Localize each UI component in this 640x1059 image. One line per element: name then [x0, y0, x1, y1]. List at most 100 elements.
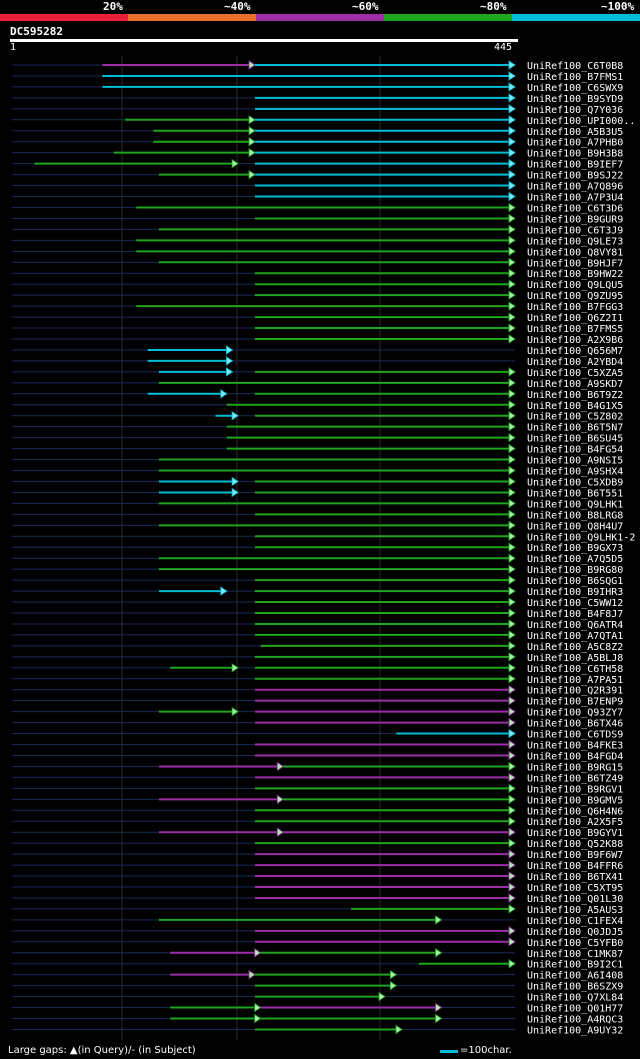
hit-label: UniRef100_Q01L30 — [527, 894, 623, 905]
query-ruler — [10, 39, 518, 42]
hit-label: UniRef100_Q93ZY7 — [527, 708, 623, 719]
hit-arrow — [231, 663, 239, 673]
hit-label: UniRef100_C5YFB0 — [527, 938, 623, 949]
hit-arrow — [508, 279, 516, 289]
hit-label: UniRef100_B9SJ22 — [527, 171, 623, 182]
hit-label: UniRef100_A7P3U4 — [527, 193, 623, 204]
hit-arrow — [508, 739, 516, 750]
hit-arrow — [231, 158, 239, 169]
hit-arrow — [389, 980, 398, 991]
legend-label: ~40% — [224, 0, 251, 13]
hit-arrow — [508, 115, 516, 125]
hit-label: UniRef100_C6T0B8 — [527, 61, 623, 72]
hit-arrow — [508, 432, 516, 443]
hit-arrow — [508, 312, 516, 322]
hit-arrow — [231, 706, 239, 717]
hit-label: UniRef100_A6I408 — [527, 971, 623, 982]
hit-arrow — [220, 586, 228, 596]
hit-arrow — [508, 794, 516, 805]
hit-arrow — [248, 147, 256, 158]
hit-arrow — [508, 882, 516, 892]
hit-label: UniRef100_B4FGD4 — [527, 751, 623, 762]
hit-label: UniRef100_B6SQG1 — [527, 576, 623, 587]
hit-arrow — [508, 465, 516, 476]
ruler-end: 445 — [494, 42, 513, 53]
hit-arrow — [508, 695, 516, 706]
hit-arrow — [508, 750, 516, 761]
hit-label: UniRef100_A5C8Z2 — [527, 642, 623, 653]
hit-arrow — [508, 498, 516, 509]
legend-swatch — [0, 14, 128, 21]
hit-label: UniRef100_B9GX73 — [527, 543, 623, 554]
query-id: DC595282 — [10, 25, 63, 38]
hit-arrow — [508, 805, 516, 816]
hit-label: UniRef100_B7FGG3 — [527, 302, 623, 313]
hit-arrow — [508, 849, 516, 859]
hit-arrow — [508, 630, 516, 640]
hit-arrow — [508, 268, 516, 278]
hit-arrow — [508, 641, 516, 651]
hit-arrow — [508, 575, 516, 585]
hit-label: UniRef100_A9SHX4 — [527, 467, 623, 478]
hit-label: UniRef100_B4F8J7 — [527, 609, 623, 620]
hit-label: UniRef100_A9SKD7 — [527, 379, 623, 390]
hit-arrow — [508, 893, 516, 903]
hit-arrow — [220, 389, 228, 399]
hit-arrow — [508, 378, 516, 388]
hit-arrow — [508, 871, 516, 881]
hit-arrow — [508, 389, 516, 399]
hit-label: UniRef100_A5BLJ8 — [527, 653, 623, 664]
hit-arrow — [508, 553, 516, 563]
hit-label: UniRef100_B4FFR6 — [527, 861, 623, 872]
hit-arrow — [508, 443, 516, 454]
hit-label: UniRef100_B6SU45 — [527, 434, 623, 445]
hit-label: UniRef100_B9IEF7 — [527, 160, 623, 171]
hit-arrow — [508, 838, 516, 848]
legend-swatch — [128, 14, 256, 21]
hit-label: UniRef100_B6TX46 — [527, 719, 623, 730]
hit-label: UniRef100_B7FMS1 — [527, 72, 623, 83]
hit-label: UniRef100_C1MK87 — [527, 949, 623, 960]
hit-arrow — [508, 334, 516, 344]
hit-label: UniRef100_B9F6W7 — [527, 850, 623, 861]
hit-arrow — [508, 367, 516, 377]
hit-arrow — [231, 476, 239, 487]
hit-arrow — [508, 213, 516, 224]
hit-label: UniRef100_Q8H4U7 — [527, 521, 623, 532]
hit-arrow — [226, 356, 234, 366]
hit-label: UniRef100_Q6H4N6 — [527, 806, 623, 817]
hit-arrow — [248, 60, 256, 70]
hit-label: UniRef100_B9RG80 — [527, 565, 623, 576]
hit-arrow — [508, 71, 516, 81]
legend-swatch — [256, 14, 384, 21]
hit-label: UniRef100_C5WW12 — [527, 598, 623, 609]
hit-arrow — [508, 224, 516, 235]
hit-arrow — [508, 597, 516, 607]
hit-arrow — [248, 126, 256, 136]
hit-label: UniRef100_A7PA51 — [527, 675, 623, 686]
hit-label: UniRef100_C6T3J9 — [527, 225, 623, 236]
hit-label: UniRef100_C6T3D6 — [527, 203, 623, 214]
hit-arrow — [276, 761, 285, 772]
hit-label: UniRef100_B4FKE3 — [527, 741, 623, 752]
hit-arrow — [395, 1024, 403, 1035]
hit-label: UniRef100_B9GUR9 — [527, 214, 623, 225]
hit-label: UniRef100_Q8VY81 — [527, 247, 623, 258]
hit-arrow — [508, 608, 516, 618]
hit-arrow — [508, 542, 516, 552]
hit-label: UniRef100_C6TH58 — [527, 664, 623, 675]
hit-label: UniRef100_Q9LHK1-2 — [527, 532, 635, 543]
hit-arrow — [508, 235, 516, 246]
hit-label: UniRef100_A2YBD4 — [527, 357, 623, 368]
hit-label: UniRef100_Q9LE73 — [527, 236, 623, 247]
hit-label: UniRef100_B9HW22 — [527, 269, 623, 280]
hit-arrow — [248, 115, 256, 125]
hit-arrow — [508, 564, 516, 574]
scale-legend: =100char. — [460, 1045, 512, 1056]
hit-arrow — [508, 126, 516, 136]
hit-arrow — [508, 104, 516, 114]
hit-label: UniRef100_Q52K88 — [527, 839, 623, 850]
hit-arrow — [508, 663, 516, 673]
hit-arrow — [508, 180, 516, 191]
hit-label: UniRef100_B9RGV1 — [527, 784, 623, 795]
